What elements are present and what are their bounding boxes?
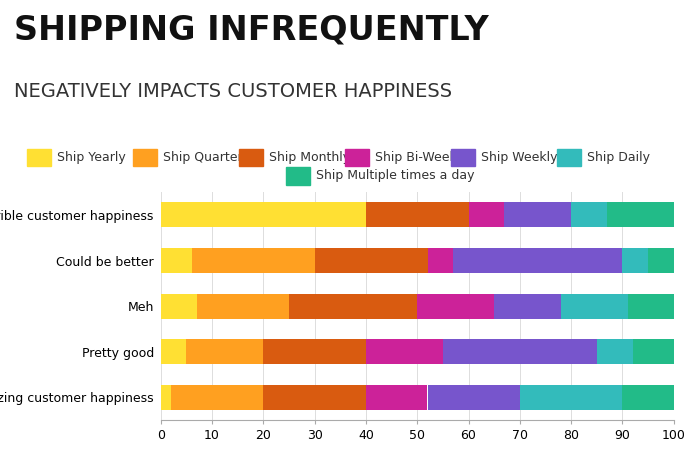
Text: Ship Weekly: Ship Weekly: [481, 151, 557, 164]
Bar: [263, 339, 366, 364]
Bar: [192, 248, 315, 273]
Bar: [622, 248, 648, 273]
Bar: [443, 339, 596, 364]
Bar: [520, 385, 622, 410]
Text: Ship Multiple times a day: Ship Multiple times a day: [315, 170, 474, 182]
Bar: [607, 202, 674, 228]
Bar: [197, 294, 289, 319]
Text: Ship Bi-Weekly: Ship Bi-Weekly: [375, 151, 467, 164]
Bar: [161, 248, 192, 273]
Bar: [633, 339, 674, 364]
Bar: [186, 339, 263, 364]
Text: NEGATIVELY IMPACTS CUSTOMER HAPPINESS: NEGATIVELY IMPACTS CUSTOMER HAPPINESS: [14, 82, 452, 101]
Text: Ship Monthly: Ship Monthly: [269, 151, 350, 164]
Bar: [161, 385, 171, 410]
Bar: [648, 248, 674, 273]
Bar: [469, 202, 504, 228]
Bar: [366, 202, 469, 228]
Bar: [561, 294, 627, 319]
Bar: [315, 248, 428, 273]
Text: SHIPPING INFREQUENTLY: SHIPPING INFREQUENTLY: [14, 14, 488, 47]
Bar: [263, 385, 366, 410]
Text: Ship Yearly: Ship Yearly: [57, 151, 126, 164]
Bar: [428, 385, 520, 410]
Bar: [453, 248, 622, 273]
Text: Ship Quarterly: Ship Quarterly: [163, 151, 253, 164]
Bar: [161, 294, 197, 319]
Bar: [622, 385, 674, 410]
Bar: [417, 294, 494, 319]
Bar: [289, 294, 417, 319]
Bar: [161, 339, 186, 364]
Text: Ship Daily: Ship Daily: [587, 151, 650, 164]
Bar: [504, 202, 571, 228]
Bar: [571, 202, 607, 228]
Bar: [366, 385, 428, 410]
Bar: [161, 202, 366, 228]
Bar: [428, 248, 453, 273]
Bar: [494, 294, 561, 319]
Bar: [171, 385, 263, 410]
Bar: [596, 339, 633, 364]
Bar: [366, 339, 443, 364]
Bar: [627, 294, 674, 319]
